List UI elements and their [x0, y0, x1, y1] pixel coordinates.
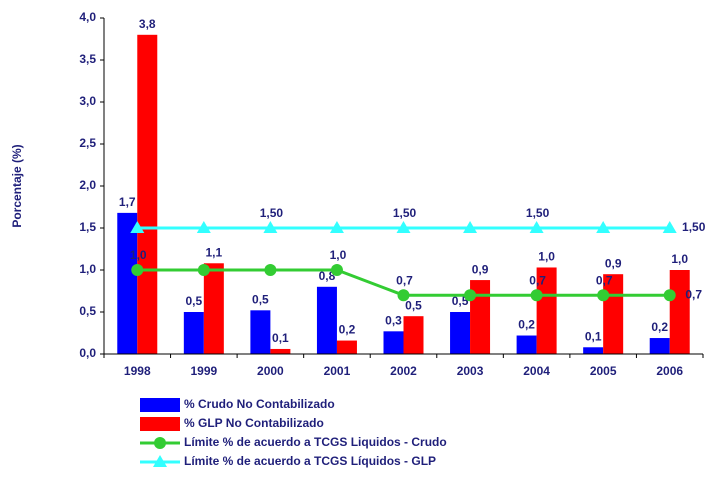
- bar: [250, 310, 271, 354]
- x-tick-label: 1998: [124, 364, 151, 378]
- legend-swatch: [140, 398, 180, 412]
- line-value-label: 0,7: [596, 273, 613, 287]
- x-tick-label: 2003: [457, 364, 484, 378]
- line-marker: [663, 289, 676, 302]
- bar: [649, 338, 670, 354]
- y-tick-label: 1,0: [79, 262, 96, 276]
- legend-label: Límite % de acuerdo a TCGS Líquidos - GL…: [184, 454, 436, 468]
- y-axis-label: Porcentaje (%): [10, 144, 24, 227]
- line-value-label: 1,0: [130, 248, 147, 262]
- bar-value-label: 0,2: [651, 320, 668, 334]
- bar: [117, 212, 138, 354]
- bar: [403, 316, 424, 354]
- bar-value-label: 0,9: [472, 262, 489, 276]
- bar-value-label: 1,1: [205, 245, 222, 259]
- line-marker: [529, 221, 544, 233]
- bar-value-label: 0,2: [518, 318, 535, 332]
- bar-value-label: 0,1: [585, 329, 602, 343]
- x-tick-label: 2006: [656, 364, 683, 378]
- bar-value-label: 1,0: [671, 252, 688, 266]
- line-value-label: 0,7: [529, 273, 546, 287]
- bar-value-label: 3,8: [139, 17, 156, 31]
- y-tick-label: 4,0: [79, 10, 96, 24]
- bar: [270, 348, 291, 354]
- y-tick-label: 0,5: [79, 304, 96, 318]
- y-tick-label: 1,5: [79, 220, 96, 234]
- bar-value-label: 0,5: [185, 294, 202, 308]
- bar-value-label: 1,0: [538, 250, 555, 264]
- y-tick-label: 3,5: [79, 52, 96, 66]
- bar-value-label: 0,3: [385, 313, 402, 327]
- line-marker: [330, 264, 343, 276]
- line-marker: [197, 264, 210, 276]
- line-marker: [463, 221, 478, 233]
- line-value-label: 1,50: [393, 206, 417, 220]
- legend-label: % Crudo No Contabilizado: [184, 397, 335, 411]
- line-marker: [596, 221, 611, 233]
- bar: [536, 267, 557, 354]
- bar: [450, 312, 471, 354]
- line-value-label: 1,0: [330, 248, 347, 262]
- bar: [203, 263, 224, 354]
- y-tick-label: 0,0: [79, 346, 96, 360]
- line-value-label: 0,7: [396, 273, 413, 287]
- legend-label: Límite % de acuerdo a TCGS Liquidos - Cr…: [184, 435, 447, 449]
- line-marker: [597, 289, 610, 302]
- y-tick-label: 2,0: [79, 178, 96, 192]
- bar-value-label: 0,2: [339, 323, 356, 337]
- line-marker: [662, 221, 677, 233]
- line-value-label: 1,50: [526, 206, 550, 220]
- x-tick-label: 2004: [523, 364, 550, 378]
- y-tick-label: 3,0: [79, 94, 96, 108]
- bar: [137, 34, 158, 355]
- bar-value-label: 1,7: [119, 195, 136, 209]
- x-tick-label: 2000: [257, 364, 284, 378]
- bar-value-label: 0,5: [452, 294, 469, 308]
- line-value-label: 0,7: [685, 287, 702, 301]
- line-marker: [264, 264, 277, 276]
- line-marker: [530, 289, 543, 302]
- x-tick-label: 1999: [190, 364, 217, 378]
- bar: [583, 347, 604, 354]
- bar-value-label: 0,5: [405, 298, 422, 312]
- bar: [316, 286, 337, 354]
- x-tick-label: 2002: [390, 364, 417, 378]
- bar: [669, 270, 690, 354]
- legend-swatch: [140, 417, 180, 431]
- line-value-label: 1,50: [682, 220, 706, 234]
- bar-value-label: 0,9: [605, 256, 622, 270]
- line-marker: [464, 289, 477, 302]
- line-marker: [397, 289, 410, 302]
- bar: [516, 335, 537, 354]
- line-marker: [196, 221, 211, 233]
- bar-value-label: 0,1: [272, 331, 289, 345]
- line-marker: [131, 264, 144, 276]
- line-marker: [130, 221, 145, 233]
- bar: [336, 340, 357, 354]
- line-marker: [263, 221, 278, 233]
- bar: [383, 331, 404, 354]
- bar: [183, 312, 204, 354]
- x-tick-label: 2001: [324, 364, 351, 378]
- legend-marker: [153, 455, 167, 467]
- line-marker: [329, 221, 344, 233]
- line-value-label: 1,50: [260, 206, 284, 220]
- x-tick-label: 2005: [590, 364, 617, 378]
- legend-marker: [154, 437, 166, 449]
- y-tick-label: 2,5: [79, 136, 96, 150]
- bar-value-label: 0,8: [319, 269, 336, 283]
- line-marker: [396, 221, 411, 233]
- bar-value-label: 0,5: [252, 292, 269, 306]
- legend-label: % GLP No Contabilizado: [184, 416, 324, 430]
- bar: [470, 280, 491, 354]
